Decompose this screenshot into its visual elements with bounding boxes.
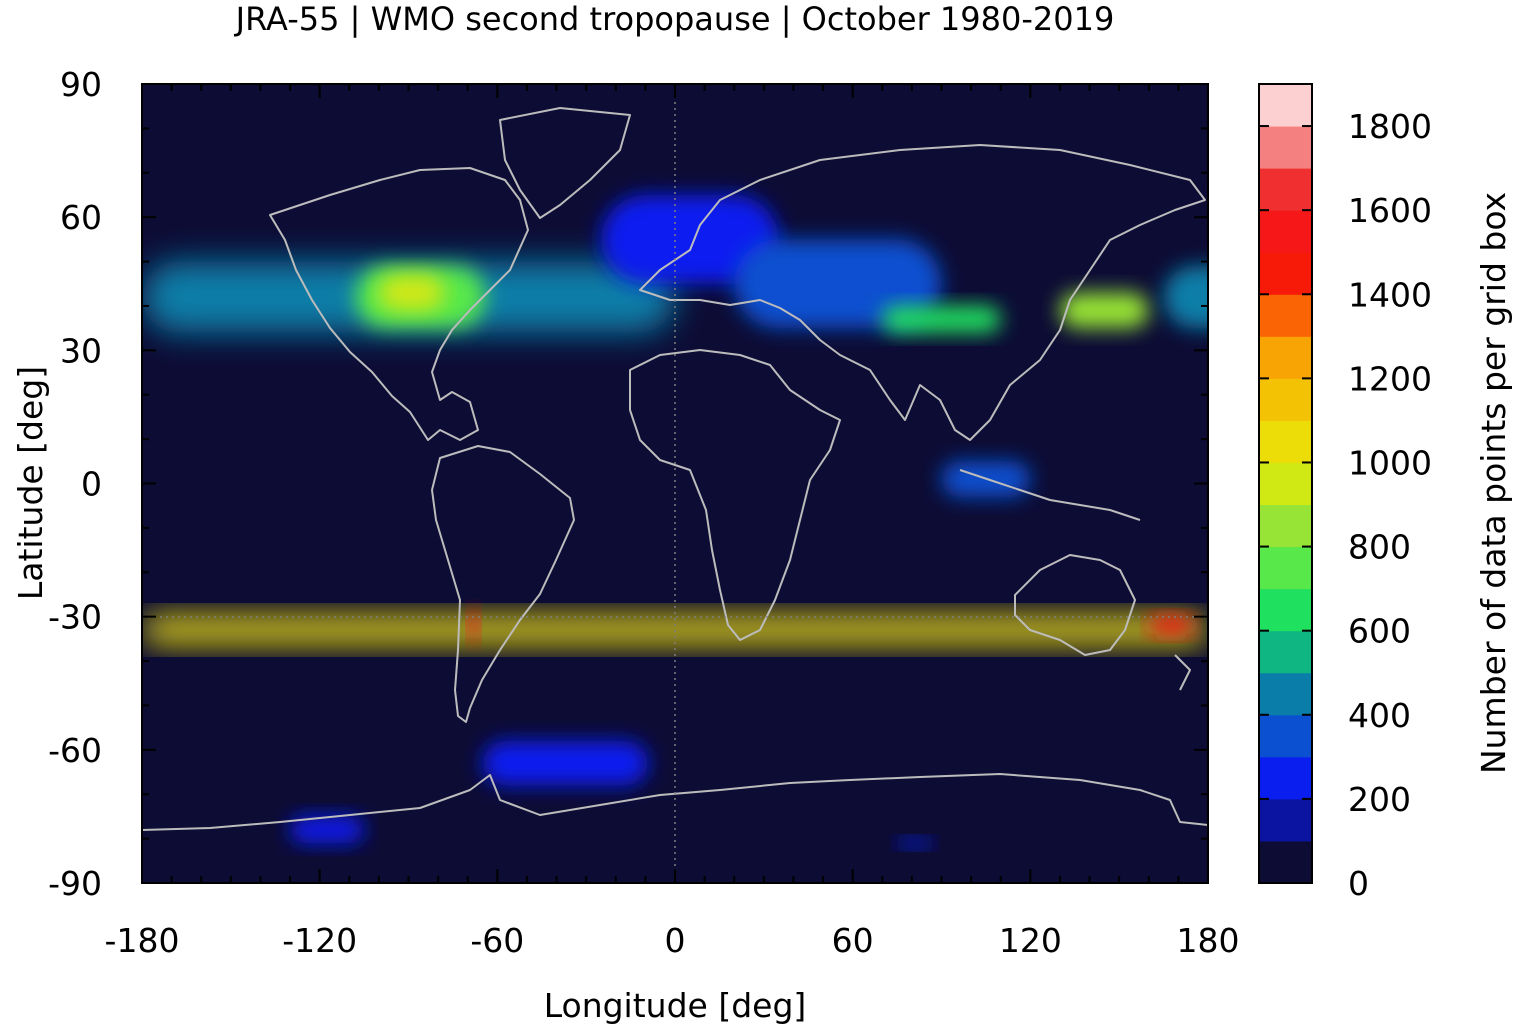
- y-tick-label: 0: [81, 465, 102, 504]
- coastline-greenland: [499, 107, 631, 219]
- coastline-north-america: [269, 167, 529, 441]
- colorbar-level: [1259, 210, 1312, 253]
- colorbar-level: [1259, 294, 1312, 337]
- coastline-new-zealand: [1174, 654, 1191, 691]
- colorbar-level: [1259, 756, 1312, 800]
- colorbar-level: [1259, 630, 1312, 674]
- y-tick-label: -90: [48, 864, 102, 903]
- coastline-antarctica: [142, 773, 1208, 831]
- colorbar-level: [1259, 126, 1312, 169]
- colorbar: [1259, 84, 1312, 884]
- colorbar-tick-label: 400: [1348, 696, 1411, 735]
- colorbar-ticks: [1259, 125, 1312, 884]
- coastline-africa: [629, 349, 841, 641]
- colorbar-tick-label: 800: [1348, 528, 1411, 567]
- colorbar-level: [1259, 546, 1312, 590]
- data-region-14: [897, 838, 933, 848]
- data-region-7: [1163, 266, 1208, 329]
- coastlines: [142, 107, 1208, 831]
- colorbar-level: [1259, 714, 1312, 758]
- colorbar-level: [1259, 378, 1312, 421]
- colorbar-level: [1259, 672, 1312, 716]
- colorbar-tick-label: 1200: [1348, 359, 1432, 398]
- x-tick-label: 60: [832, 921, 874, 960]
- colorbar-level: [1259, 420, 1312, 463]
- colorbar-level: [1259, 462, 1312, 506]
- colorbar-level: [1259, 168, 1312, 211]
- colorbar-level: [1259, 84, 1312, 127]
- x-axis-title: Longitude [deg]: [544, 986, 807, 1025]
- colorbar-level: [1259, 336, 1312, 379]
- y-tick-label: 30: [60, 331, 102, 370]
- y-axis-title: Latitude [deg]: [11, 366, 50, 600]
- data-region-5: [882, 305, 1001, 333]
- colorbar-level: [1259, 504, 1312, 548]
- colorbar-tick-label: 1600: [1348, 191, 1432, 230]
- data-bands: [142, 194, 1208, 848]
- colorbar-tick-label: 200: [1348, 780, 1411, 819]
- colorbar-tick-label: 0: [1348, 864, 1369, 903]
- colorbar-level: [1259, 840, 1312, 884]
- x-tick-label: -60: [470, 921, 524, 960]
- data-region-12: [482, 740, 649, 786]
- coastline-south-america: [431, 445, 575, 723]
- x-tick-label: 180: [1177, 921, 1240, 960]
- x-tick-label: -180: [105, 921, 180, 960]
- x-tick-label: -120: [282, 921, 357, 960]
- data-region-6: [1059, 292, 1149, 329]
- y-tick-label: -60: [48, 731, 102, 770]
- data-region-9: [142, 616, 1208, 644]
- tick-marks: [141, 83, 1209, 884]
- y-tick-label: 90: [60, 65, 102, 104]
- colorbar-frame: [1258, 83, 1313, 884]
- data-region-4: [734, 239, 942, 329]
- colorbar-level: [1259, 798, 1312, 842]
- chart-title: JRA-55 | WMO second tropopause | October…: [234, 0, 1115, 38]
- data-region-3: [600, 194, 779, 284]
- x-tick-labels: -180 -120 -60 0 60 120 180: [105, 921, 1240, 960]
- colorbar-tick-label: 600: [1348, 612, 1411, 651]
- data-region-13: [290, 816, 365, 844]
- colorbar-level: [1259, 588, 1312, 632]
- colorbar-tick-label: 1800: [1348, 107, 1432, 146]
- y-tick-label: -30: [48, 598, 102, 637]
- colorbar-title: Number of data points per grid box: [1474, 192, 1513, 774]
- y-tick-label: 60: [60, 198, 102, 237]
- colorbar-tick-labels: 1800 1600 1400 1200 1000 800 600 400 200 0: [1348, 107, 1432, 903]
- coastline-eurasia: [639, 144, 1206, 441]
- data-region-11: [1148, 616, 1194, 635]
- colorbar-tick-label: 1400: [1348, 275, 1432, 314]
- colorbar-level: [1259, 252, 1312, 295]
- coastline-australia: [1014, 554, 1136, 656]
- x-tick-label: 120: [999, 921, 1062, 960]
- data-region-2: [378, 274, 445, 311]
- y-tick-labels: 90 60 30 0 -30 -60 -90: [48, 65, 102, 903]
- coastline-maritime: [959, 469, 1141, 521]
- data-region-10: [467, 612, 480, 639]
- x-tick-label: 0: [665, 921, 686, 960]
- colorbar-tick-label: 1000: [1348, 443, 1432, 482]
